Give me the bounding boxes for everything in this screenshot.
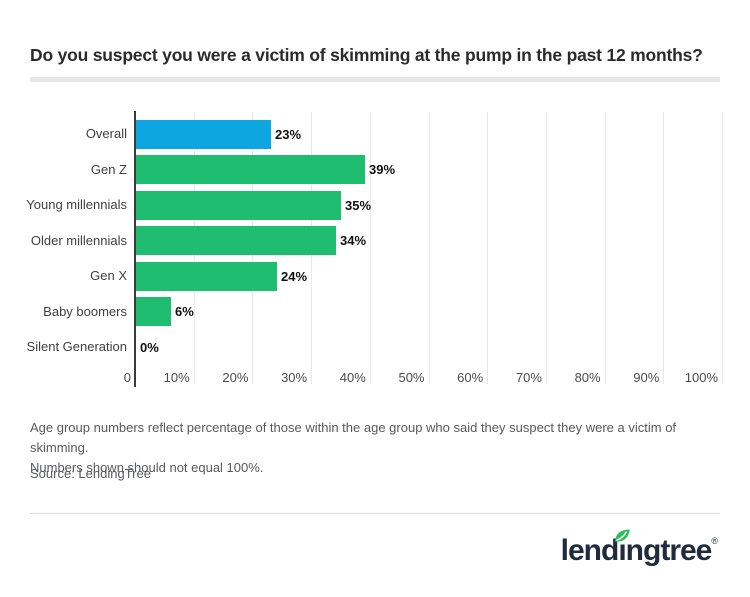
value-label: 6% [175,304,194,319]
bar-chart: Overall 23% Gen Z 39% Young millennials 35% Ol… [0,100,750,395]
gridline-70 [545,112,547,384]
value-label: 0% [140,339,159,355]
bar-young-millennials [136,190,341,220]
x-tick-label-50: 50% [398,370,425,385]
gridline-50 [428,112,430,384]
footnote-line-2: Numbers shown should not equal 100%. [30,460,264,475]
gridline-80 [604,112,606,384]
x-tick-label-10: 10% [163,370,190,385]
category-label: Young millennials [26,197,127,212]
bar-overall [136,119,271,149]
title-divider [30,77,720,82]
value-label: 24% [281,268,308,284]
category-label: Overall [85,126,127,141]
bar-baby-boomers [136,297,171,326]
value-label: 34% [340,233,367,248]
value-label: 39% [369,162,396,177]
value-label: 23% [275,126,302,142]
gridline-40 [369,112,371,384]
footer-divider [30,513,720,514]
value-label: 35% [345,197,372,213]
gridline-60 [487,112,489,384]
leaf-icon [613,519,631,542]
x-tick-label-90: 90% [633,370,660,385]
x-tick-label-20: 20% [222,370,249,385]
x-axis-zero-line [134,111,136,387]
bar-gen-z [136,155,365,184]
category-label: Gen X [90,268,127,283]
source-credit: Source: LendingTree [30,466,151,481]
category-label: Gen Z [90,161,127,177]
x-tick-label-80: 80% [574,370,601,385]
category-label: Baby boomers [43,303,127,319]
footnote: Age group numbers reflect percentage of … [30,418,722,478]
x-tick-label-70: 70% [515,370,542,385]
lendingtree-logo: lend ıngtree® [560,529,718,568]
category-label: Older millennials [30,232,127,248]
x-tick-label-30: 30% [281,370,308,385]
logo-text-pre: lend [560,534,620,567]
gridline-100 [722,112,723,384]
gridline-90 [663,112,665,384]
category-label: Silent Generation [26,339,127,354]
logo-dotless-i: ı [618,534,626,567]
x-tick-label-100: 100% [684,370,718,385]
chart-title: Do you suspect you were a victim of skim… [30,45,703,65]
bar-gen-x [136,261,277,291]
bar-older-millennials [136,226,336,255]
logo-text-post: ngtree [625,534,713,567]
registered-trademark: ® [711,536,718,546]
logo-letter-i: ı [615,529,631,568]
x-tick-label-40: 40% [339,370,366,385]
x-tick-label-0: 0 [123,370,131,385]
footnote-line-1: Age group numbers reflect percentage of … [30,420,677,455]
x-tick-label-60: 60% [457,370,484,385]
